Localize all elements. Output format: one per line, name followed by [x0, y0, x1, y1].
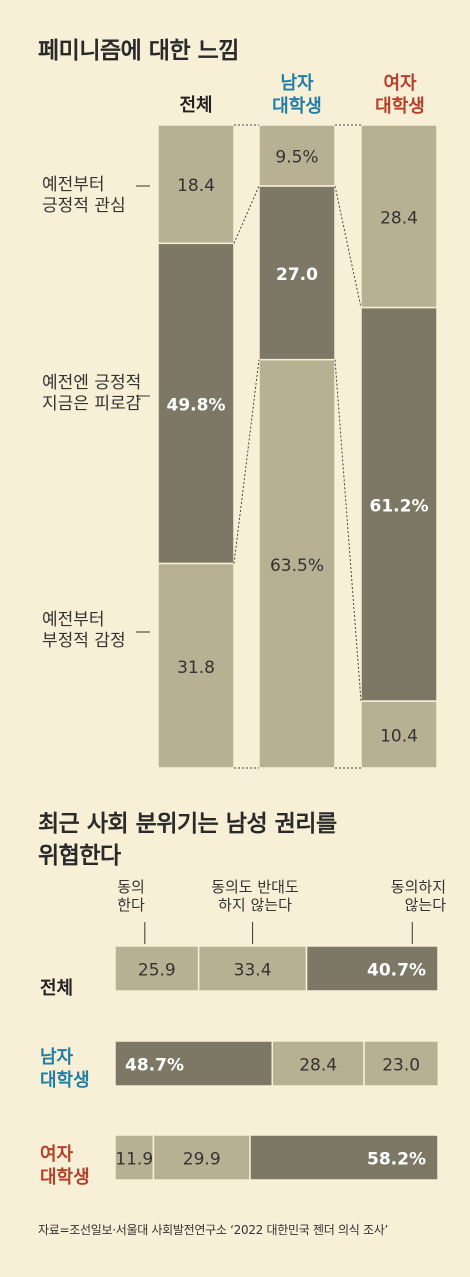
chart2-bar-0-1: [197, 945, 308, 992]
chart1-plot: 18.4 49.8% 31.8 9.5% 27.0 63.5% 28.4 61.2% 10.4: [136, 124, 438, 769]
chart2-value-label-2-0: 11.9: [115, 1150, 153, 1170]
source-note: 자료=조선일보·서울대 사회발전연구소 ‘2022 대한민국 젠더 의식 조사’: [38, 1223, 388, 1237]
chart2-bar-1-2: [363, 1040, 440, 1087]
chart1-column-head-female: 여자 대학생: [375, 73, 425, 117]
chart1-series-label-negative: 예전부터 부정적 감정: [42, 610, 126, 651]
chart1-bar-1-1: [258, 185, 336, 361]
chart1-connector-total-male-1: [233, 185, 260, 244]
chart1-value-label-0-1: 49.8%: [167, 395, 226, 415]
chart1-title: 페미니즘에 대한 느낌: [38, 38, 239, 64]
chart2-annotation-disagree: 동의하지 않는다: [390, 878, 446, 914]
chart2-value-label-1-0: 48.7%: [125, 1056, 184, 1076]
chart1-connector-male-female-1: [334, 185, 362, 308]
chart1-series-label-positive: 예전부터 긍정적 관심: [42, 175, 126, 216]
chart2-title: 최근 사회 분위기는 남성 권리를 위협한다: [38, 811, 337, 869]
chart2-value-label-2-1: 29.9: [183, 1150, 221, 1170]
chart2-bar-0-2: [305, 945, 439, 992]
chart1-bar-0-1: [157, 242, 235, 565]
chart1-series-label-fatigue: 예전엔 긍정적 지금은 피로감: [42, 373, 142, 414]
chart2-bar-2-2: [249, 1134, 439, 1181]
chart1-connector-male-female-2: [334, 359, 362, 702]
chart2-value-label-0-0: 25.9: [138, 961, 176, 981]
chart1-value-label-2-2: 10.4: [380, 727, 418, 747]
chart2-bar-0-0: [114, 945, 200, 992]
chart2-row-head-female: 여자 대학생: [40, 1144, 90, 1188]
chart2-value-label-0-1: 33.4: [234, 961, 272, 981]
chart1-value-label-1-0: 9.5%: [275, 148, 318, 168]
chart1-bar-0-2: [157, 562, 235, 769]
chart1-value-label-1-2: 63.5%: [270, 556, 324, 576]
chart2-value-label-2-2: 58.2%: [367, 1150, 426, 1170]
chart1-value-label-1-1: 27.0: [276, 265, 318, 285]
chart2-value-label-0-2: 40.7%: [367, 961, 426, 981]
chart1-bar-2-1: [360, 306, 438, 702]
chart1-value-label-0-2: 31.8: [177, 658, 215, 678]
chart1-bar-2-2: [360, 700, 438, 769]
chart1-value-label-0-0: 18.4: [177, 176, 215, 196]
chart2-annotation-neutral: 동의도 반대도 하지 않는다: [211, 878, 299, 914]
chart2-bar-1-0: [114, 1040, 274, 1087]
chart1-bar-0-0: [157, 124, 235, 245]
chart2-value-label-1-2: 23.0: [382, 1056, 420, 1076]
chart2-row-head-male: 남자 대학생: [40, 1047, 90, 1091]
chart1-bar-2-0: [360, 124, 438, 309]
chart2-value-label-1-1: 28.4: [299, 1056, 337, 1076]
chart1-bar-1-2: [258, 358, 336, 769]
chart2-row-head-total: 전체: [40, 978, 74, 999]
chart1-value-label-2-1: 61.2%: [370, 496, 429, 516]
chart2-bar-1-1: [271, 1040, 365, 1087]
chart1-bar-1-0: [258, 124, 336, 187]
chart2-annotation-agree: 동의 한다: [117, 878, 145, 914]
chart1-column-head-male: 남자 대학생: [272, 73, 322, 117]
chart1-value-label-2-0: 28.4: [380, 208, 418, 228]
chart1-column-head-total: 전체: [179, 95, 213, 116]
